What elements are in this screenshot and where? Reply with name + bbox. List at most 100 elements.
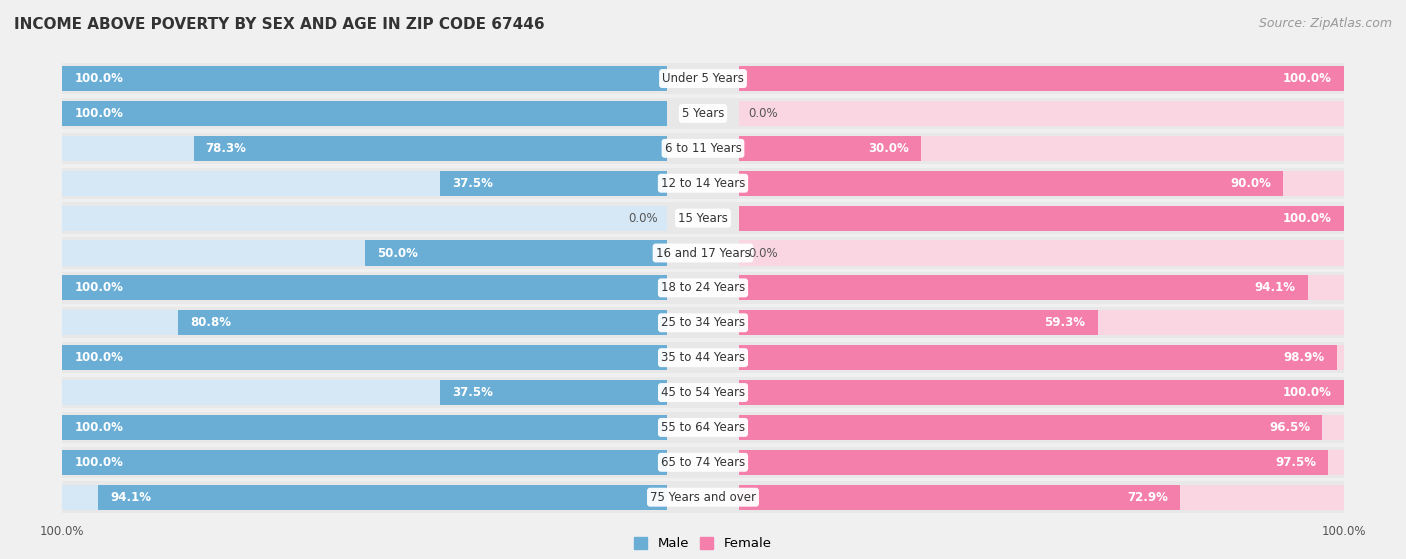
- Bar: [62, 276, 666, 300]
- Bar: [62, 272, 703, 304]
- Text: 90.0%: 90.0%: [1230, 177, 1271, 190]
- Text: 37.5%: 37.5%: [453, 177, 494, 190]
- Text: 96.5%: 96.5%: [1270, 421, 1310, 434]
- Bar: [740, 240, 1344, 266]
- Text: 12 to 14 Years: 12 to 14 Years: [661, 177, 745, 190]
- Bar: [440, 170, 666, 196]
- Bar: [703, 307, 1344, 338]
- Text: 100.0%: 100.0%: [75, 421, 124, 434]
- Bar: [703, 447, 1344, 478]
- Text: 0.0%: 0.0%: [628, 212, 658, 225]
- Text: 16 and 17 Years: 16 and 17 Years: [655, 247, 751, 259]
- Text: 75 Years and over: 75 Years and over: [650, 491, 756, 504]
- Bar: [179, 310, 666, 335]
- Bar: [364, 240, 666, 266]
- Bar: [740, 136, 921, 161]
- Text: Source: ZipAtlas.com: Source: ZipAtlas.com: [1258, 17, 1392, 30]
- Text: 100.0%: 100.0%: [1282, 72, 1331, 85]
- Bar: [62, 377, 703, 408]
- Text: 94.1%: 94.1%: [110, 491, 152, 504]
- Bar: [62, 380, 666, 405]
- Text: 78.3%: 78.3%: [205, 142, 246, 155]
- Bar: [740, 276, 1308, 300]
- Text: 5 Years: 5 Years: [682, 107, 724, 120]
- Text: 80.8%: 80.8%: [191, 316, 232, 329]
- Bar: [62, 63, 703, 94]
- Text: 94.1%: 94.1%: [1254, 281, 1296, 295]
- Text: 30.0%: 30.0%: [868, 142, 908, 155]
- Bar: [740, 415, 1344, 440]
- Bar: [62, 206, 666, 231]
- Bar: [62, 345, 666, 370]
- Bar: [62, 202, 703, 234]
- Text: 25 to 34 Years: 25 to 34 Years: [661, 316, 745, 329]
- Bar: [703, 238, 1344, 269]
- Text: Under 5 Years: Under 5 Years: [662, 72, 744, 85]
- Bar: [740, 485, 1344, 510]
- Bar: [740, 170, 1344, 196]
- Text: 59.3%: 59.3%: [1045, 316, 1085, 329]
- Bar: [62, 415, 666, 440]
- Bar: [740, 206, 1344, 231]
- Bar: [62, 170, 666, 196]
- Text: 45 to 54 Years: 45 to 54 Years: [661, 386, 745, 399]
- Bar: [740, 101, 1344, 126]
- Text: 18 to 24 Years: 18 to 24 Years: [661, 281, 745, 295]
- Text: 100.0%: 100.0%: [1282, 386, 1331, 399]
- Legend: Male, Female: Male, Female: [634, 537, 772, 551]
- Bar: [62, 485, 666, 510]
- Bar: [740, 345, 1337, 370]
- Text: INCOME ABOVE POVERTY BY SEX AND AGE IN ZIP CODE 67446: INCOME ABOVE POVERTY BY SEX AND AGE IN Z…: [14, 17, 544, 32]
- Bar: [703, 98, 1344, 129]
- Bar: [62, 415, 666, 440]
- Text: 15 Years: 15 Years: [678, 212, 728, 225]
- Bar: [62, 276, 666, 300]
- Text: 100.0%: 100.0%: [1282, 212, 1331, 225]
- Bar: [740, 276, 1344, 300]
- Text: 0.0%: 0.0%: [748, 247, 778, 259]
- Bar: [703, 342, 1344, 373]
- Bar: [62, 66, 666, 91]
- Bar: [740, 380, 1344, 405]
- Text: 100.0%: 100.0%: [75, 72, 124, 85]
- Bar: [740, 66, 1344, 91]
- Bar: [703, 377, 1344, 408]
- Bar: [62, 101, 666, 126]
- Text: 100.0%: 100.0%: [75, 107, 124, 120]
- Bar: [703, 168, 1344, 199]
- Text: 100.0%: 100.0%: [75, 351, 124, 364]
- Bar: [703, 481, 1344, 513]
- Bar: [62, 412, 703, 443]
- Bar: [194, 136, 666, 161]
- Bar: [740, 170, 1284, 196]
- Bar: [740, 136, 1344, 161]
- Bar: [62, 307, 703, 338]
- Text: 35 to 44 Years: 35 to 44 Years: [661, 351, 745, 364]
- Bar: [62, 345, 666, 370]
- Text: 55 to 64 Years: 55 to 64 Years: [661, 421, 745, 434]
- Bar: [62, 238, 703, 269]
- Bar: [740, 485, 1180, 510]
- Text: 6 to 11 Years: 6 to 11 Years: [665, 142, 741, 155]
- Text: 0.0%: 0.0%: [748, 107, 778, 120]
- Bar: [62, 481, 703, 513]
- Bar: [740, 415, 1323, 440]
- Bar: [62, 66, 666, 91]
- Bar: [703, 412, 1344, 443]
- Bar: [440, 380, 666, 405]
- Bar: [703, 132, 1344, 164]
- Text: 65 to 74 Years: 65 to 74 Years: [661, 456, 745, 469]
- Bar: [740, 310, 1098, 335]
- Bar: [703, 63, 1344, 94]
- Text: 98.9%: 98.9%: [1284, 351, 1324, 364]
- Bar: [62, 342, 703, 373]
- Text: 72.9%: 72.9%: [1126, 491, 1168, 504]
- Bar: [62, 450, 666, 475]
- Bar: [62, 447, 703, 478]
- Text: 97.5%: 97.5%: [1275, 456, 1316, 469]
- Bar: [740, 380, 1344, 405]
- Bar: [62, 240, 666, 266]
- Bar: [740, 450, 1344, 475]
- Bar: [740, 345, 1344, 370]
- Bar: [62, 132, 703, 164]
